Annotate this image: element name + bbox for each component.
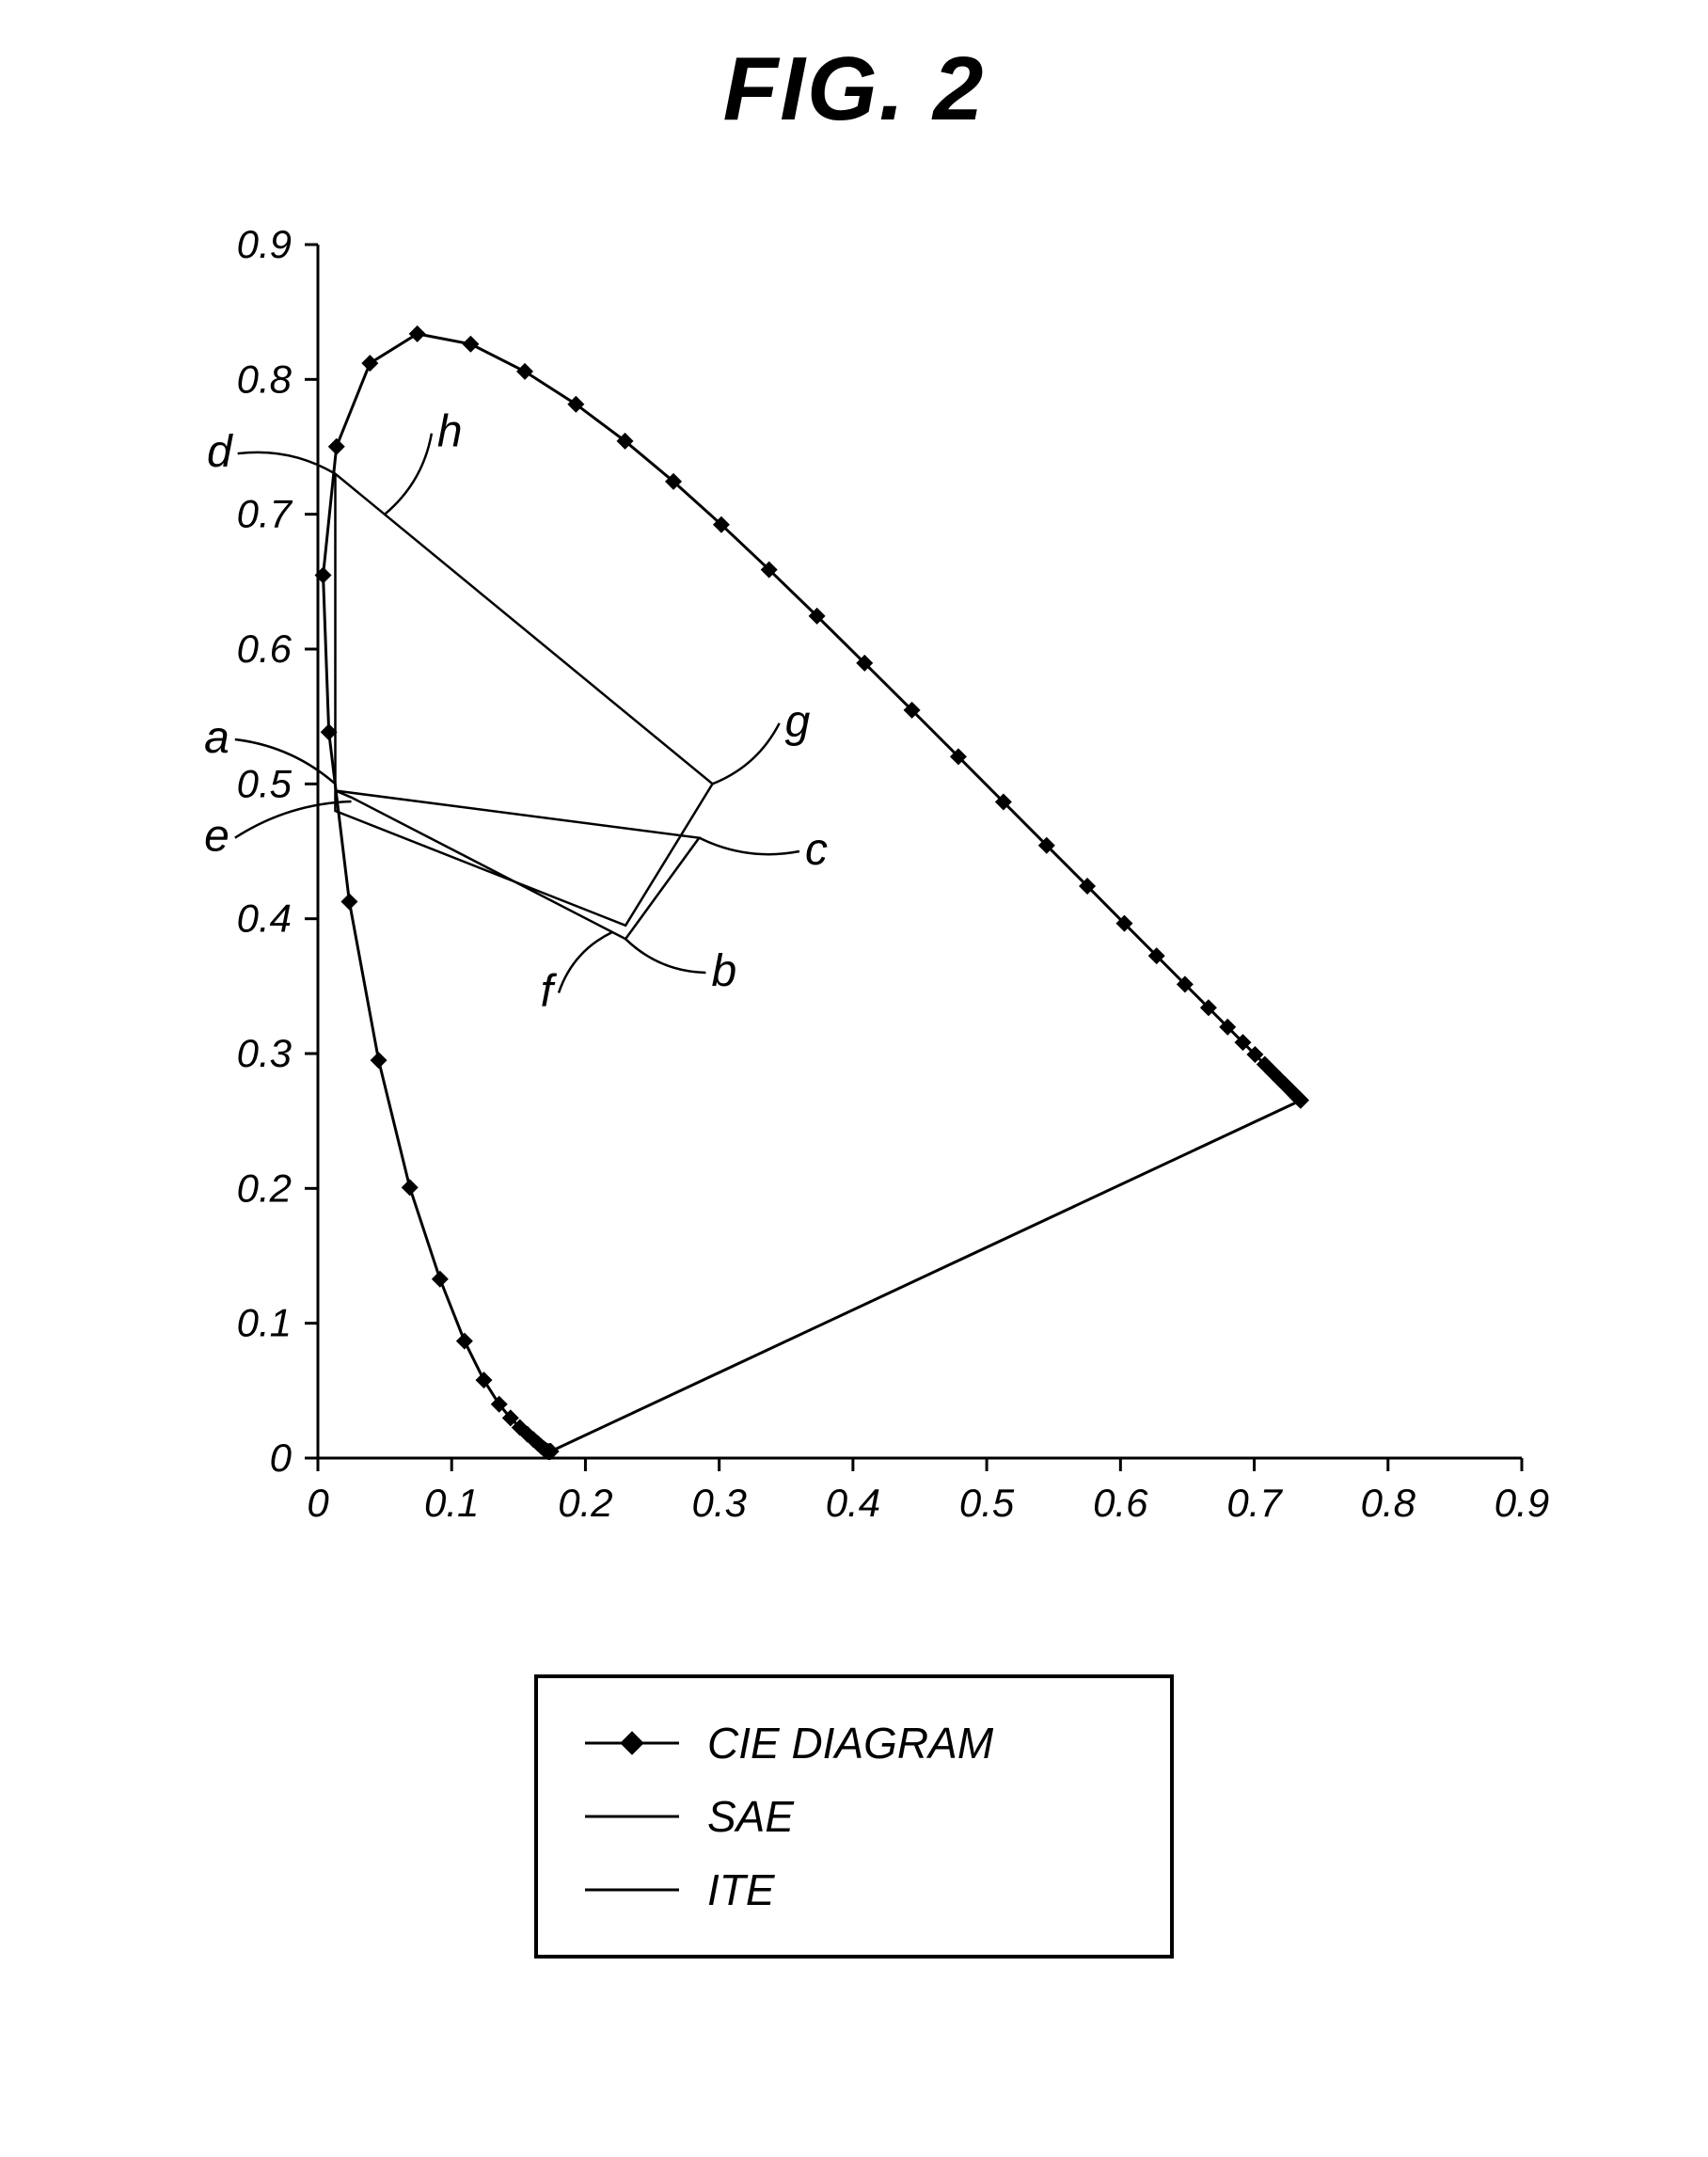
svg-text:f: f: [541, 967, 558, 1017]
legend-item-sae: SAE: [585, 1780, 1123, 1853]
figure-title: FIG. 2: [38, 38, 1670, 141]
svg-text:0.2: 0.2: [558, 1481, 612, 1525]
svg-text:d: d: [207, 427, 233, 477]
svg-text:0.4: 0.4: [826, 1481, 880, 1525]
svg-text:b: b: [711, 946, 736, 996]
legend-swatch: [585, 1871, 679, 1909]
svg-text:c: c: [805, 825, 828, 875]
legend-line-icon: [585, 1816, 679, 1818]
legend-diamond-icon: [620, 1731, 643, 1754]
figure-container: FIG. 2 00.10.20.30.40.50.60.70.80.900.10…: [38, 38, 1670, 1959]
legend-swatch: [585, 1798, 679, 1835]
svg-text:0.9: 0.9: [237, 222, 292, 266]
legend-line-icon: [585, 1889, 679, 1892]
legend: CIE DIAGRAM SAE ITE: [534, 1674, 1174, 1959]
chart-wrapper: 0 0.1 0.2 0.3 0.4 0.5 0.6 0.7 0.8 0.9 0 0.1 0.2 0.3 0.…: [38, 216, 1670, 1562]
svg-text:0.1: 0.1: [237, 1301, 292, 1345]
svg-text:0: 0: [270, 1435, 293, 1480]
legend-label: SAE: [707, 1791, 794, 1842]
svg-text:0.2: 0.2: [237, 1166, 292, 1210]
legend-item-cie: CIE DIAGRAM: [585, 1706, 1123, 1780]
svg-text:h: h: [437, 407, 463, 457]
svg-text:0.7: 0.7: [1226, 1481, 1283, 1525]
svg-text:0.9: 0.9: [1494, 1481, 1549, 1525]
legend-label: CIE DIAGRAM: [707, 1718, 993, 1768]
legend-swatch: [585, 1724, 679, 1762]
svg-text:0.4: 0.4: [237, 896, 292, 941]
svg-text:0.3: 0.3: [691, 1481, 746, 1525]
svg-text:0.1: 0.1: [424, 1481, 479, 1525]
svg-text:0.8: 0.8: [237, 357, 293, 401]
svg-text:0.3: 0.3: [237, 1031, 292, 1075]
legend-item-ite: ITE: [585, 1853, 1123, 1927]
svg-text:a: a: [204, 713, 229, 763]
svg-text:0.8: 0.8: [1361, 1481, 1416, 1525]
svg-text:0.5: 0.5: [959, 1481, 1015, 1525]
svg-text:0.7: 0.7: [237, 492, 293, 536]
svg-text:0.5: 0.5: [237, 761, 293, 805]
cie-chart: 0 0.1 0.2 0.3 0.4 0.5 0.6 0.7 0.8 0.9 0 0.1 0.2 0.3 0.…: [149, 216, 1559, 1562]
legend-label: ITE: [707, 1864, 775, 1915]
svg-text:g: g: [785, 697, 811, 747]
svg-text:0.6: 0.6: [237, 626, 293, 671]
svg-text:0.6: 0.6: [1093, 1481, 1148, 1525]
svg-text:e: e: [204, 812, 229, 862]
svg-text:0: 0: [307, 1481, 329, 1525]
